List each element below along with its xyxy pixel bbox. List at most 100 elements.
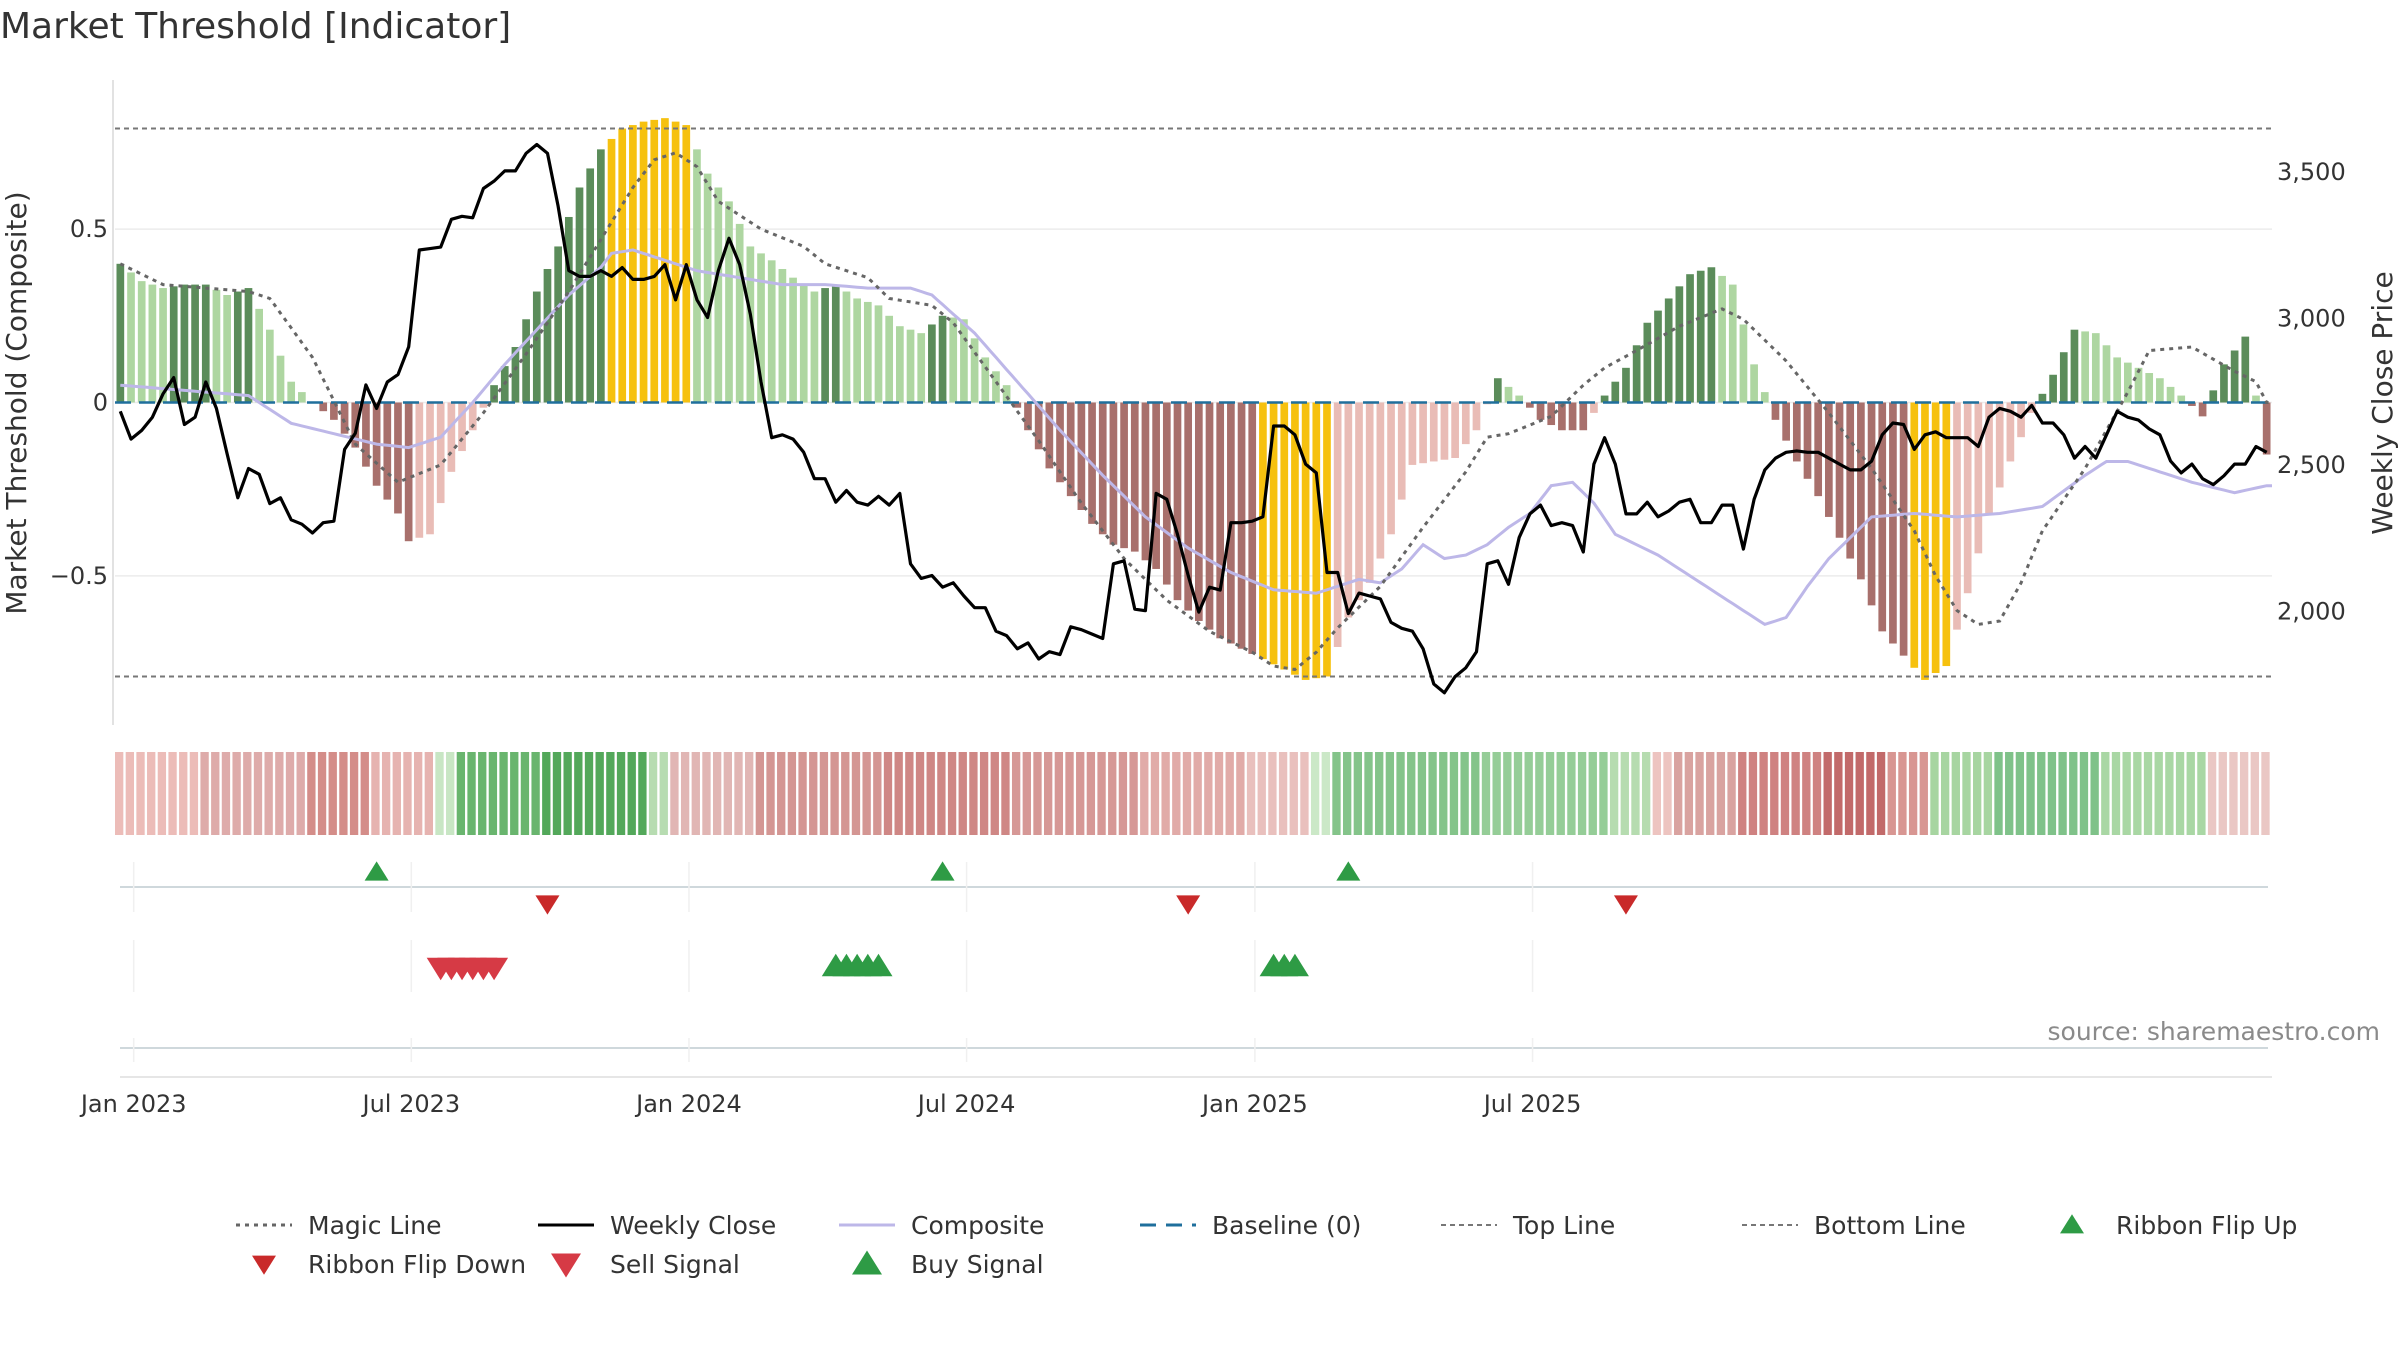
composite-bar [917, 333, 926, 403]
ribbon-cell [894, 752, 903, 835]
ribbon-cell [189, 752, 199, 835]
composite-bar [714, 187, 723, 403]
legend-label: Composite [911, 1211, 1044, 1240]
composite-bar [340, 402, 349, 434]
composite-bar [1408, 402, 1417, 465]
composite-bar [960, 319, 968, 403]
ribbon-cell [841, 752, 850, 835]
ribbon-cell [1706, 752, 1715, 835]
ribbon-cell [381, 752, 391, 835]
composite-bar [1963, 402, 1972, 594]
composite-bar [618, 128, 627, 403]
composite-bar [2252, 395, 2260, 403]
composite-bar [1974, 402, 1983, 554]
ribbon-cell [862, 752, 871, 835]
composite-bar [1611, 381, 1620, 403]
legend-item: Ribbon Flip Down [252, 1250, 526, 1279]
composite-bar [1280, 402, 1289, 670]
signal-rows: Jan 2023 Jul 2023 Jan 2024 Jul 2024 Jan 2025… [79, 861, 2272, 1118]
composite-bar [1045, 402, 1054, 469]
ribbon-cell [1076, 752, 1085, 835]
ribbon-cell [1225, 752, 1234, 835]
composite-bar [1526, 402, 1534, 408]
legend-swatch [852, 1250, 882, 1275]
ribbon-cell [648, 752, 658, 835]
y-right-tick-label: 3,000 [2277, 304, 2346, 332]
ribbon-cell [243, 752, 252, 835]
composite-bar [137, 281, 146, 403]
composite-bar [575, 187, 584, 403]
composite-bar [394, 402, 402, 514]
ribbon-cell [766, 752, 775, 835]
ribbon-cell [1951, 752, 1960, 835]
ribbon-cell [200, 752, 209, 835]
legend-item: Baseline (0) [1140, 1211, 1361, 1240]
ribbon-cell [691, 752, 700, 835]
composite-bar [1835, 402, 1844, 538]
ribbon-cell [851, 752, 861, 835]
ribbon-cell [1940, 752, 1950, 835]
legend-label: Ribbon Flip Up [2116, 1211, 2297, 1240]
composite-bar [1365, 402, 1374, 583]
ribbon-cell [1973, 752, 1982, 835]
composite-bar [1344, 402, 1353, 618]
composite-bar [1504, 386, 1513, 403]
ribbon-cell [1609, 752, 1619, 835]
ribbon-cell [1844, 752, 1854, 835]
composite-bar [298, 392, 306, 403]
composite-bar [2070, 329, 2079, 403]
ribbon-cell [1492, 752, 1501, 835]
legend-label: Weekly Close [610, 1211, 776, 1240]
ribbon-cell [339, 752, 348, 835]
ribbon-cell [563, 752, 572, 835]
composite-bar [255, 308, 264, 403]
composite-bar [1323, 402, 1331, 677]
ribbon-cell [499, 752, 508, 835]
composite-line [120, 248, 2272, 627]
legend-label: Buy Signal [911, 1250, 1044, 1279]
composite-bar [1066, 402, 1075, 497]
ribbon-cell [638, 752, 647, 835]
ribbon-cell [1983, 752, 1993, 835]
composite-bar [778, 268, 787, 403]
legend-label: Magic Line [308, 1211, 442, 1240]
ribbon-cell [1876, 752, 1886, 835]
composite-bar [1024, 402, 1032, 431]
ribbon-cell [2111, 752, 2121, 835]
composite-bar [1995, 402, 2004, 488]
ribbon-cell [830, 752, 839, 835]
ribbon-cell [2229, 752, 2238, 835]
composite-bar [1451, 402, 1459, 458]
composite-bar [1857, 402, 1865, 580]
ribbon-cell [1855, 752, 1864, 835]
composite-bar [415, 402, 424, 538]
ribbon-cell [755, 752, 765, 835]
composite-bar [1728, 284, 1737, 403]
composite-bar [906, 329, 915, 403]
composite-bar [949, 317, 958, 403]
ribbon-cell [2058, 752, 2067, 835]
composite-bar [1600, 395, 1609, 403]
composite-bar [1152, 402, 1160, 569]
ribbon-cell [905, 752, 914, 835]
composite-bar [1686, 274, 1694, 403]
ribbon-cell [2069, 752, 2078, 835]
ribbon-cell [712, 752, 722, 835]
composite-bar [319, 402, 328, 412]
ribbon-cell [1428, 752, 1437, 835]
legend-label: Ribbon Flip Down [308, 1250, 526, 1279]
ribbon-cell [2261, 752, 2270, 835]
ribbon-flip-down-marker [1613, 895, 1638, 915]
ribbon-cell [734, 752, 743, 835]
composite-bar [2134, 367, 2143, 403]
composite-bar [564, 216, 573, 403]
composite-bar [1312, 402, 1321, 679]
composite-bar [1696, 270, 1705, 403]
composite-bar [2059, 352, 2068, 403]
ribbon-cell [1716, 752, 1726, 835]
composite-bar [116, 263, 125, 403]
y-left-tick-label: 0 [93, 389, 108, 417]
composite-bar [1782, 402, 1790, 441]
y-axis-left-label: Market Threshold (Composite) [0, 191, 33, 614]
ribbon-cell [1663, 752, 1672, 835]
